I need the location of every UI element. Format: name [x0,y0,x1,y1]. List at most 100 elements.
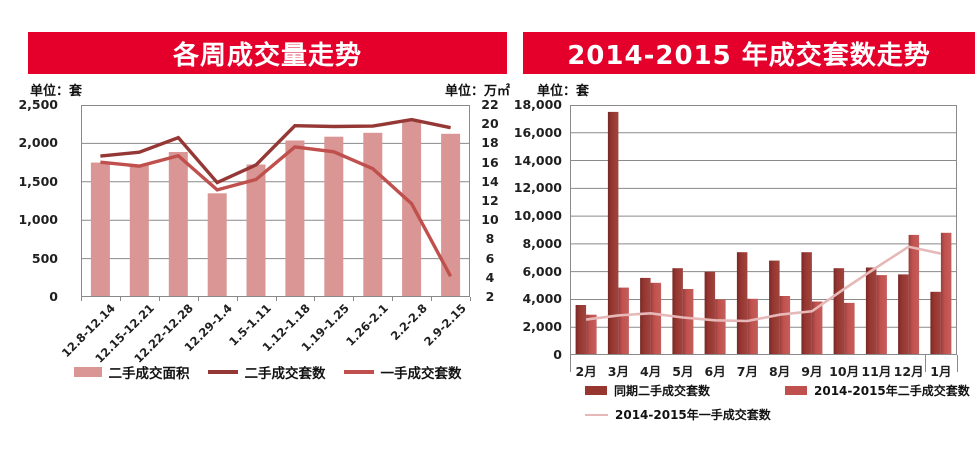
secondhand-2014-2015-bar [618,287,629,355]
weekly-right-axis-tick: 20 [481,116,499,132]
area-bar [207,193,227,297]
weekly-axis-tickmark [236,297,238,301]
secondhand-2014-2015-bar [747,298,758,356]
yearly-plot-area [570,105,957,356]
legend-label-firsthand-2014-2015: 2014-2015年一手成交套数 [615,408,771,422]
area-bar [246,164,266,297]
yearly-x-axis-label: 2月 [575,364,597,379]
secondhand-2014-2015-bar [650,282,662,355]
firsthand-2014-2015-line [585,245,942,323]
weekly-axis-tickmark [81,297,82,301]
same-period-bar [865,267,877,355]
same-period-bar [930,291,941,355]
secondhand-2014-2015-bar [811,301,823,355]
weekly-left-axis-tick: 500 [31,250,58,266]
weekly-axis-tickmark [314,297,316,301]
weekly-left-axis-tick: 0 [49,289,58,304]
weekly-right-axis-tick: 4 [485,269,495,285]
same-period-bar [801,252,812,355]
weekly-right-axis-tick: 6 [485,250,495,266]
legend-item-secondhand-2014-2015: 2014-2015年二手成交套数 [785,382,970,399]
yearly-y-axis-tick: 2,000 [522,319,562,335]
yearly-y-axis-tick: 14,000 [513,152,562,168]
weekly-right-axis-tick: 16 [481,154,499,170]
area-bar [90,162,110,297]
weekly-legend: 二手成交面积 二手成交套数 一手成交套数 [28,362,507,382]
weekly-chart-title: 各周成交量走势 [172,40,362,71]
legend-label-secondhand-units: 二手成交套数 [244,366,326,382]
same-period-bar [672,268,683,355]
yearly-x-axis-label: 12月 [893,364,924,379]
yearly-x-axis-label: 9月 [801,364,823,379]
area-bar [402,121,422,297]
yearly-axis-tickmark [570,355,571,372]
same-period-bar [736,252,748,355]
weekly-axis-tickmark [158,297,160,301]
legend-label-secondhand-2014-2015: 2014-2015年二手成交套数 [814,384,970,398]
legend-item-secondhand-units: 二手成交套数 [207,362,326,382]
yearly-axis-tickmark [924,355,926,372]
weekly-axis-tickmark [197,297,199,301]
weekly-left-axis-tick: 2,500 [18,97,58,112]
trend-line-二手成交套数 [100,117,451,185]
firsthand-line-swatch [343,370,374,374]
yearly-chart-title: 2014-2015 年成交套数走势 [567,40,931,71]
secondhand-2014-2015-bar [876,275,887,355]
yearly-chart-svg [570,105,957,356]
same-period-bar [704,271,716,355]
trend-line-一手成交套数 [100,145,453,278]
plot-border [81,105,470,297]
yearly-y-axis-tick: 8,000 [522,235,562,251]
area-bar [285,140,305,297]
weekly-axis-tickmark [119,297,121,301]
yearly-y-axis-tick: 16,000 [513,124,562,140]
yearly-x-axis-label: 7月 [736,364,758,379]
secondhand-2014-2015-bar [844,302,855,355]
same-period-bar [898,274,909,355]
yearly-y-axis-tick: 0 [553,347,562,362]
same-period-bar [640,277,651,355]
weekly-plot-area [81,105,470,297]
firsthand-2014-2015-line-swatch [585,413,608,416]
yearly-y-axis-tick: 6,000 [522,263,562,279]
secondhand-line-swatch [207,370,238,374]
yearly-unit-label: 单位：套 [537,84,590,99]
yearly-x-axis-label: 6月 [704,364,726,379]
yearly-x-axis-label: 4月 [640,364,662,379]
weekly-axis-tickmark [470,297,471,301]
weekly-right-axis-tick: 10 [481,212,499,228]
weekly-axis-tickmark [392,297,394,301]
yearly-y-axis-tick: 12,000 [513,180,562,196]
secondhand-2014-2015-bar [940,232,952,355]
yearly-y-axis-tick: 10,000 [513,208,562,224]
secondhand-2014-2015-bar [715,299,726,355]
weekly-axis-tickmark [275,297,277,301]
secondhand-2014-2015-bar [908,234,920,355]
same-period-bar [607,111,619,356]
yearly-axis-tickmark [956,355,958,372]
area-bar [324,136,344,297]
secondhand-2014-2015-bar-swatch [785,386,807,395]
weekly-axis-tickmark [353,297,355,301]
yearly-y-axis-tick: 18,000 [513,97,562,112]
yearly-title-banner: 2014-2015 年成交套数走势 [523,32,975,74]
weekly-left-axis-tick: 1,000 [18,212,58,228]
weekly-unit-left-label: 单位：套 [30,84,83,99]
plot-border [570,105,957,355]
weekly-unit-right-label: 单位：万㎡ [444,84,510,99]
weekly-right-axis-tick: 14 [481,173,499,189]
weekly-chart-svg [81,105,470,297]
area-bar [129,165,149,297]
legend-item-firsthand-2014-2015: 2014-2015年一手成交套数 [585,406,771,423]
weekly-left-axis-tick: 1,500 [18,173,58,189]
same-period-bar [833,268,845,355]
weekly-right-axis-tick: 2 [485,289,495,304]
legend-item-firsthand-units: 一手成交套数 [343,362,462,382]
weekly-right-axis-tick: 8 [485,231,495,247]
weekly-right-axis-tick: 22 [481,97,499,112]
yearly-x-axis-label: 10月 [829,364,860,379]
area-bar [363,132,383,297]
secondhand-2014-2015-bar [779,296,791,355]
yearly-x-axis-label: 1月 [930,364,952,379]
